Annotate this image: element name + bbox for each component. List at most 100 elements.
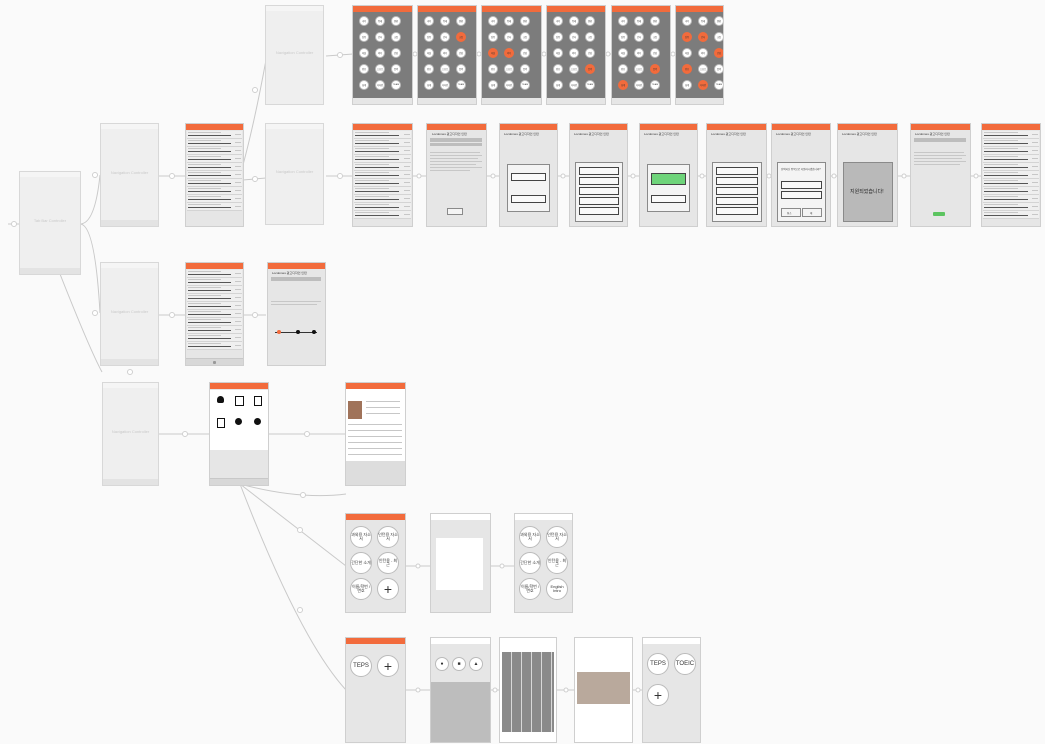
category-button[interactable]: 상형 bbox=[424, 32, 434, 42]
category-button[interactable]: 형태 bbox=[440, 16, 450, 26]
select-dialog[interactable] bbox=[507, 164, 550, 212]
list-item[interactable] bbox=[354, 155, 411, 163]
category-button[interactable]: 상형 bbox=[359, 32, 369, 42]
clipboard-icon[interactable] bbox=[254, 396, 262, 406]
list-item[interactable] bbox=[983, 155, 1039, 163]
resume-edit-scene[interactable] bbox=[431, 514, 490, 612]
category-button[interactable]: 스포츠 bbox=[634, 64, 644, 74]
list-item[interactable] bbox=[187, 195, 242, 203]
list-item[interactable] bbox=[983, 171, 1039, 179]
category-grid-scene-3[interactable]: 과학 형태 변환 상형 건축 교통 미술 의학 건강 방송 스포츠 음악 회계 디자인 TEAM bbox=[482, 6, 541, 104]
category-button[interactable]: 과학 bbox=[424, 16, 434, 26]
category-button[interactable]: TEAM bbox=[456, 80, 466, 90]
list-item[interactable] bbox=[983, 163, 1039, 171]
category-button[interactable]: TEAM bbox=[585, 80, 595, 90]
list-item[interactable] bbox=[187, 131, 242, 139]
category-grid-scene-5[interactable]: 과학 형태 변환 상형 건축 교통 미술 의학 건강 방송 스포츠 음악 회계 디자인 TEAM bbox=[612, 6, 670, 104]
dialog-option[interactable] bbox=[579, 187, 619, 195]
select-dialog[interactable] bbox=[647, 164, 690, 212]
category-button[interactable]: 미술 bbox=[682, 48, 692, 58]
list-item[interactable] bbox=[187, 270, 242, 278]
list-item[interactable] bbox=[983, 139, 1039, 147]
category-button[interactable]: 상형 bbox=[682, 32, 692, 42]
certificate-list-scene[interactable]: TEPS + bbox=[346, 638, 405, 742]
category-button[interactable]: 변환 bbox=[456, 16, 466, 26]
list-item[interactable] bbox=[187, 147, 242, 155]
dialog-option[interactable] bbox=[781, 181, 822, 189]
resume-circle[interactable]: 인턴용 - 최근 bbox=[546, 552, 568, 574]
category-button[interactable]: 방송 bbox=[682, 64, 692, 74]
resume-list-scene[interactable]: 과외용 자소서 인턴용 자소서 간단한 소개 인턴용 - 최근 이름/학번 /번… bbox=[346, 514, 405, 612]
photo-source-scene[interactable]: ● ■ ▲ bbox=[431, 638, 490, 742]
camera-icon[interactable]: ● bbox=[435, 657, 449, 671]
tab-bar[interactable] bbox=[20, 268, 80, 274]
navigation-controller-4[interactable]: Navigation Controller bbox=[266, 6, 323, 104]
category-button[interactable]: 변환 bbox=[520, 16, 530, 26]
category-button[interactable]: 형태 bbox=[504, 16, 514, 26]
category-grid-scene-6[interactable]: 과학 형태 변환 상형 건축 교통 미술 의학 건강 방송 스포츠 음악 회계 디자인 TEAM bbox=[676, 6, 723, 104]
dialog-option[interactable] bbox=[716, 177, 758, 185]
dialog-option[interactable] bbox=[579, 167, 619, 175]
dialog-option[interactable] bbox=[511, 173, 546, 181]
category-button[interactable]: 건축 bbox=[569, 32, 579, 42]
category-button[interactable]: 건강 bbox=[520, 48, 530, 58]
select-dialog[interactable] bbox=[712, 162, 762, 222]
category-button[interactable]: 음악 bbox=[456, 64, 466, 74]
category-button[interactable]: 교통 bbox=[714, 32, 723, 42]
category-button[interactable]: 디자인 bbox=[634, 80, 644, 90]
category-button[interactable]: 디자인 bbox=[569, 80, 579, 90]
photo-picker-scene[interactable] bbox=[500, 638, 556, 742]
list-item[interactable] bbox=[187, 334, 242, 342]
list-item[interactable] bbox=[187, 187, 242, 195]
resume-circle[interactable]: 이름/학번 /번호 bbox=[350, 578, 372, 600]
category-button[interactable]: 회계 bbox=[488, 80, 498, 90]
gallery-icon[interactable]: ■ bbox=[452, 657, 466, 671]
dialog-option[interactable] bbox=[651, 195, 686, 203]
category-button[interactable]: TEAM bbox=[391, 80, 401, 90]
list-item[interactable] bbox=[983, 187, 1039, 195]
category-button[interactable]: 형태 bbox=[634, 16, 644, 26]
my-page-scene[interactable] bbox=[210, 383, 268, 485]
cert-circle[interactable]: TOEIC bbox=[674, 653, 696, 675]
list-item[interactable] bbox=[354, 211, 411, 219]
tab-bar[interactable] bbox=[186, 358, 243, 365]
list-item[interactable] bbox=[354, 187, 411, 195]
category-button[interactable]: 회계 bbox=[553, 80, 563, 90]
category-button[interactable]: 형태 bbox=[569, 16, 579, 26]
category-button[interactable]: 음악 bbox=[714, 64, 723, 74]
category-button[interactable]: 교통 bbox=[391, 32, 401, 42]
gear-icon[interactable] bbox=[235, 418, 242, 425]
apply-dialog-scene-1[interactable]: Locdomes 광고디자인 인턴 bbox=[500, 124, 557, 226]
list-item[interactable] bbox=[983, 211, 1039, 219]
category-button[interactable]: 방송 bbox=[359, 64, 369, 74]
apply-button[interactable] bbox=[447, 208, 463, 215]
category-button[interactable]: 디자인 bbox=[440, 80, 450, 90]
cancel-button[interactable]: 취소 bbox=[781, 208, 801, 217]
category-button[interactable]: 의학 bbox=[440, 48, 450, 58]
document-icon[interactable] bbox=[217, 418, 225, 428]
list-item[interactable] bbox=[187, 302, 242, 310]
category-button[interactable]: 교통 bbox=[520, 32, 530, 42]
person-icon[interactable] bbox=[217, 396, 224, 403]
list-item[interactable] bbox=[983, 203, 1039, 211]
category-button[interactable]: 의학 bbox=[698, 48, 708, 58]
category-button[interactable]: 건강 bbox=[585, 48, 595, 58]
list-item[interactable] bbox=[187, 294, 242, 302]
category-button[interactable]: 미술 bbox=[553, 48, 563, 58]
list-item[interactable] bbox=[187, 203, 242, 211]
confirm-dialog[interactable]: 선택하신 항목으로 지원하시겠습니까? 취소 예 bbox=[777, 162, 826, 222]
job-detail-scene[interactable]: Locdomes 광고디자인 인턴 bbox=[427, 124, 486, 226]
category-button[interactable]: 건축 bbox=[375, 32, 385, 42]
text-editor[interactable] bbox=[436, 538, 483, 590]
list-item[interactable] bbox=[983, 131, 1039, 139]
category-button[interactable]: 의학 bbox=[569, 48, 579, 58]
category-button[interactable]: 미술 bbox=[424, 48, 434, 58]
category-button[interactable]: 스포츠 bbox=[375, 64, 385, 74]
category-button[interactable]: 교통 bbox=[650, 32, 660, 42]
category-button[interactable]: 건축 bbox=[504, 32, 514, 42]
resume-circle[interactable]: 과외용 자소서 bbox=[350, 526, 372, 548]
id-card-icon[interactable] bbox=[235, 396, 244, 406]
list-item[interactable] bbox=[354, 195, 411, 203]
apply-dialog-scene-4[interactable]: Locdomes 광고디자인 인턴 bbox=[707, 124, 766, 226]
category-button[interactable]: 변환 bbox=[585, 16, 595, 26]
